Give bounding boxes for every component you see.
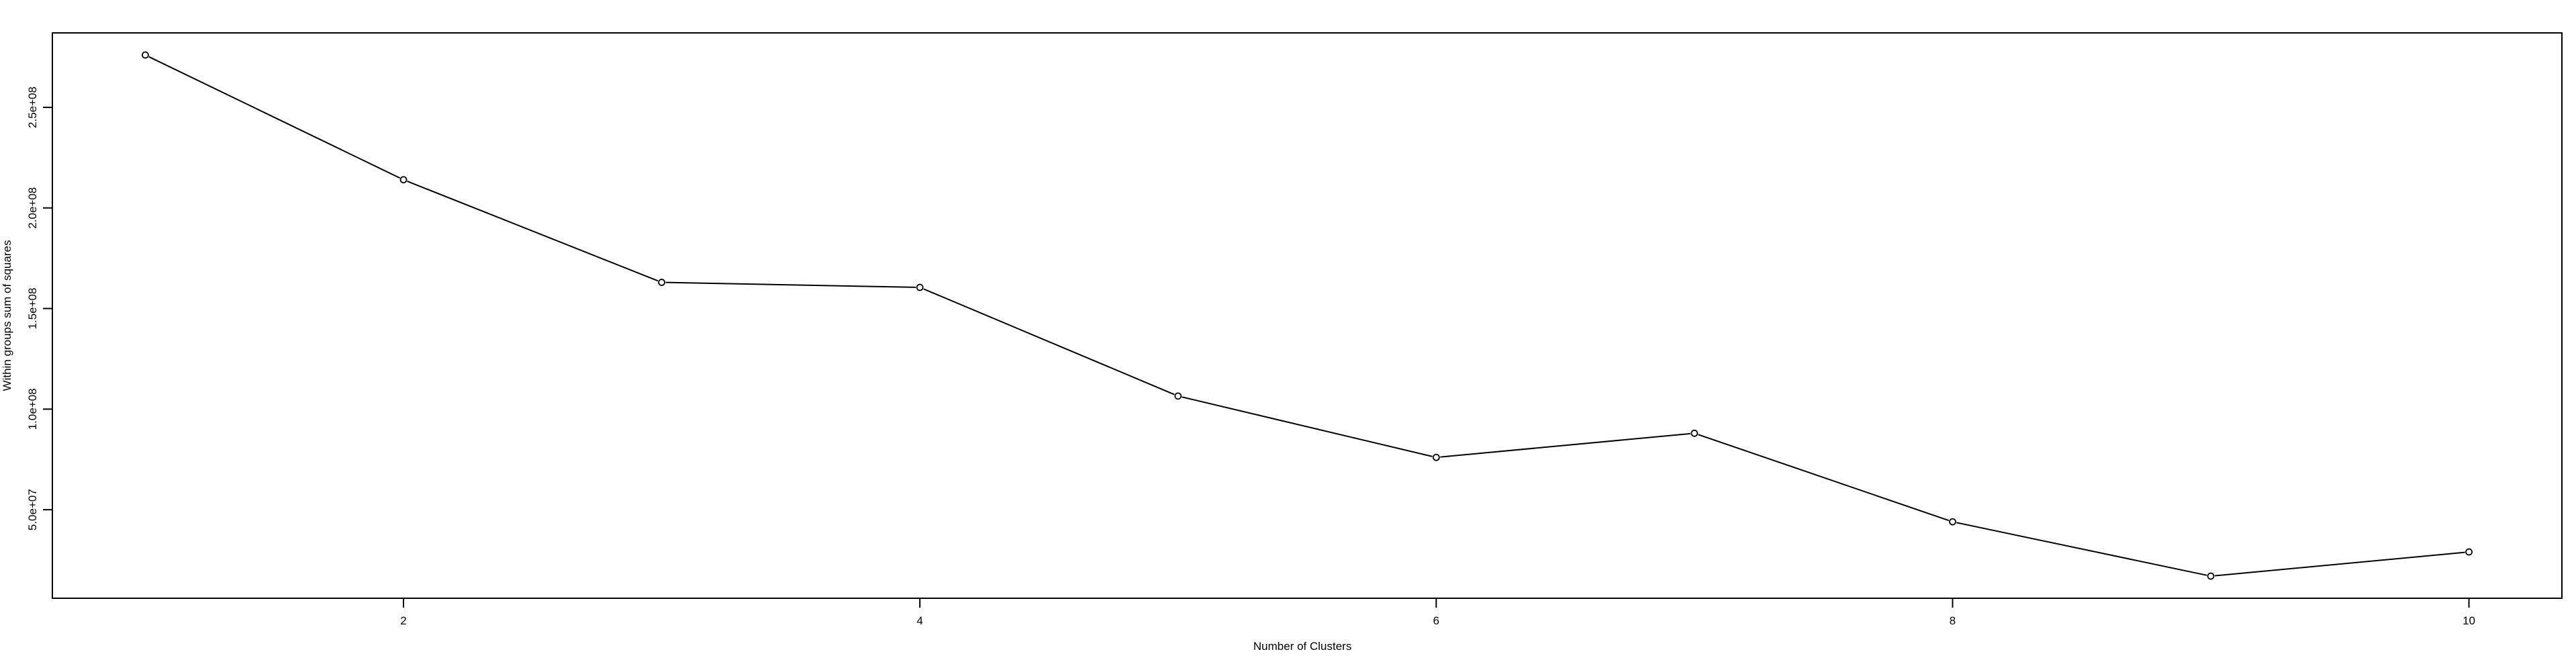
y-axis-label: Within groups sum of squares bbox=[1, 240, 13, 391]
series-line-segment bbox=[1440, 432, 1690, 458]
series-line-segment bbox=[1182, 396, 1433, 457]
series-line-segment bbox=[2214, 551, 2465, 577]
series-line-segment bbox=[407, 181, 659, 282]
series-layer bbox=[142, 51, 2473, 580]
y-tick-label: 5.0e+07 bbox=[26, 489, 39, 530]
data-point bbox=[142, 51, 149, 59]
plot-frame bbox=[52, 32, 2563, 599]
data-point bbox=[2465, 548, 2473, 556]
y-tick-label: 1.5e+08 bbox=[26, 288, 39, 330]
data-point bbox=[2207, 572, 2215, 580]
series-line-segment bbox=[923, 288, 1175, 395]
series-line-segment bbox=[1956, 522, 2207, 576]
y-axis: 5.0e+07 1.0e+08 1.5e+08 2.0e+08 2.5e+08 bbox=[26, 87, 52, 530]
x-axis-label: Number of Clusters bbox=[1253, 640, 1351, 653]
data-point bbox=[1432, 453, 1440, 461]
x-tick-label: 10 bbox=[2463, 614, 2475, 627]
data-point bbox=[658, 279, 665, 286]
data-point bbox=[399, 176, 408, 184]
y-tick-label: 2.0e+08 bbox=[26, 187, 39, 229]
x-tick-label: 4 bbox=[916, 614, 922, 627]
y-tick-label: 2.5e+08 bbox=[26, 87, 39, 128]
data-point bbox=[1949, 518, 1956, 526]
x-axis: 2 4 6 8 10 bbox=[400, 598, 2475, 627]
data-point bbox=[916, 283, 924, 291]
series-line-segment bbox=[148, 56, 401, 179]
series-line-segment bbox=[1698, 434, 1950, 522]
series-line-segment bbox=[665, 281, 916, 288]
y-tick-label: 1.0e+08 bbox=[26, 388, 39, 430]
x-tick-label: 6 bbox=[1433, 614, 1439, 627]
data-point bbox=[1174, 392, 1182, 400]
data-point bbox=[1690, 429, 1699, 437]
x-tick-label: 8 bbox=[1950, 614, 1956, 627]
x-tick-label: 2 bbox=[400, 614, 406, 627]
